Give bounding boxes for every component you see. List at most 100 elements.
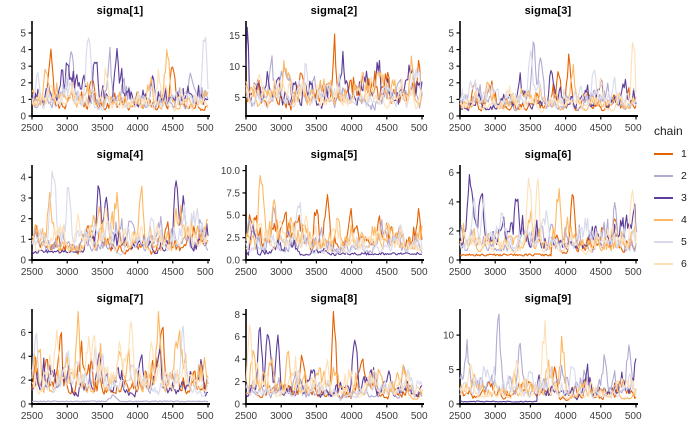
trace-line-chain-5 xyxy=(459,49,637,109)
y-tick-label: 2 xyxy=(21,78,26,89)
y-tick-label: 10 xyxy=(229,62,240,73)
y-tick-label: 5 xyxy=(235,93,241,104)
x-tick-label: 3500 xyxy=(91,267,114,278)
axes: 0 1 2 3 4 5 2500 3000 3500 4000 4500 5000 xyxy=(21,21,214,134)
y-tick-label: 3 xyxy=(21,193,27,204)
trace-line-chain-6 xyxy=(245,215,423,253)
trace-line-chain-6 xyxy=(31,207,209,253)
chain-legend: chain 1 2 3 4 5 6 xyxy=(642,0,700,418)
x-tick-label: 4000 xyxy=(126,267,149,278)
x-tick-label: 4000 xyxy=(554,123,577,134)
x-tick-label: 2500 xyxy=(235,411,258,422)
y-tick-label: 15 xyxy=(229,31,240,42)
x-tick-label: 3000 xyxy=(484,411,507,422)
chain-2-line-icon xyxy=(654,175,673,177)
y-tick-label: 6 xyxy=(449,168,455,179)
trace-line-chain-2 xyxy=(459,201,637,253)
legend-item-label: 4 xyxy=(681,214,687,226)
trace-plot: 0.0 2.5 5.0 7.5 10.0 2500 3000 3500 4000 4500 5000 xyxy=(221,165,428,278)
trace-line-chain-5 xyxy=(459,194,637,252)
y-tick-label: 10.0 xyxy=(221,166,241,177)
panel-title: sigma[1] xyxy=(96,5,144,17)
y-tick-label: 0 xyxy=(449,111,455,122)
x-tick-label: 3000 xyxy=(56,267,79,278)
y-tick-label: 0 xyxy=(235,399,241,410)
axes: 0 5 10 2500 3000 3500 4000 4500 5000 xyxy=(443,309,642,422)
x-tick-label: 2500 xyxy=(21,411,44,422)
legend-item-label: 2 xyxy=(681,170,687,182)
panel-sigma-6: sigma[6] 0 2 4 6 2500 3000 3500 4000 4500 5000 xyxy=(428,144,642,288)
trace-line-chain-6 xyxy=(459,320,637,400)
legend-item-label: 5 xyxy=(681,236,687,248)
x-tick-label: 3500 xyxy=(91,411,114,422)
trace-line-chain-5 xyxy=(31,36,209,111)
y-tick-label: 0 xyxy=(449,399,455,410)
chain-4-line-icon xyxy=(654,219,673,221)
panel-title: sigma[2] xyxy=(310,5,358,17)
panel-sigma-7: sigma[7] 0 2 4 6 2500 3000 3500 4000 4500 5000 xyxy=(0,288,214,432)
x-tick-label: 5000 xyxy=(197,411,214,422)
trace-plot: 0 2 4 6 2500 3000 3500 4000 4500 5000 xyxy=(449,165,642,278)
y-tick-label: 0 xyxy=(449,255,455,266)
x-tick-label: 3500 xyxy=(519,267,542,278)
trace-line-chain-6 xyxy=(459,177,637,256)
x-tick-label: 5000 xyxy=(625,267,642,278)
x-tick-label: 4000 xyxy=(126,123,149,134)
trace-plot: 0 1 2 3 4 2500 3000 3500 4000 4500 5000 xyxy=(21,165,214,278)
y-tick-label: 0 xyxy=(21,255,27,266)
x-tick-label: 2500 xyxy=(21,267,44,278)
trace-plot: 0 2 4 6 2500 3000 3500 4000 4500 5000 xyxy=(21,309,214,422)
x-tick-label: 3000 xyxy=(56,411,79,422)
legend-item-label: 3 xyxy=(681,192,687,204)
x-tick-label: 5000 xyxy=(411,411,428,422)
panel-sigma-1: sigma[1] 0 1 2 3 4 5 2500 3000 3500 4000 4500 5000 xyxy=(0,0,214,144)
axes: 0 1 2 3 4 5 2500 3000 3500 4000 4500 5000 xyxy=(449,21,642,134)
panel-title: sigma[7] xyxy=(96,293,144,305)
trace-line-chain-2 xyxy=(459,313,637,398)
y-tick-label: 5 xyxy=(21,28,27,39)
x-tick-label: 4000 xyxy=(340,267,363,278)
axes: 5 10 15 2500 3000 3500 4000 4500 5000 xyxy=(229,21,428,134)
y-tick-label: 4 xyxy=(21,173,27,184)
y-tick-label: 3 xyxy=(21,62,27,73)
trace-line-chain-6 xyxy=(245,71,423,110)
y-tick-label: 8 xyxy=(235,310,241,321)
trace-line-chain-3 xyxy=(31,47,209,108)
legend-item-label: 6 xyxy=(681,258,687,270)
x-tick-label: 4500 xyxy=(162,267,185,278)
axes: 0 1 2 3 4 2500 3000 3500 4000 4500 5000 xyxy=(21,165,214,278)
x-tick-label: 3500 xyxy=(305,123,328,134)
trace-line-chain-6 xyxy=(459,41,637,113)
trace-line-chain-1 xyxy=(459,193,637,257)
panel-title: sigma[5] xyxy=(310,149,358,161)
axes: 0 2 4 6 8 2500 3000 3500 4000 4500 5000 xyxy=(235,309,428,422)
trace-line-chain-4 xyxy=(246,349,423,400)
y-tick-label: 0.0 xyxy=(226,255,240,266)
trace-line-chain-3 xyxy=(459,69,637,112)
x-tick-label: 4500 xyxy=(590,411,613,422)
x-tick-label: 2500 xyxy=(449,411,472,422)
x-tick-label: 3000 xyxy=(56,123,79,134)
legend-item: 4 xyxy=(654,214,687,226)
x-tick-label: 4500 xyxy=(376,267,399,278)
x-tick-label: 2500 xyxy=(449,267,472,278)
y-tick-label: 2.5 xyxy=(226,233,240,244)
y-tick-label: 4 xyxy=(21,45,27,56)
x-tick-label: 5000 xyxy=(625,123,642,134)
axes: 0 2 4 6 2500 3000 3500 4000 4500 5000 xyxy=(21,309,214,422)
x-tick-label: 4000 xyxy=(340,411,363,422)
y-tick-label: 6 xyxy=(235,332,241,343)
chain-3-line-icon xyxy=(654,197,673,199)
chain-6-line-icon xyxy=(654,263,673,265)
trace-plot: 0 5 10 2500 3000 3500 4000 4500 5000 xyxy=(443,309,642,422)
x-tick-label: 2500 xyxy=(21,123,44,134)
trace-line-chain-4 xyxy=(245,55,423,107)
y-tick-label: 4 xyxy=(235,355,241,366)
legend-item: 1 xyxy=(654,148,687,160)
chain-5-line-icon xyxy=(654,241,673,243)
y-tick-label: 1 xyxy=(21,95,26,106)
y-tick-label: 10 xyxy=(443,331,454,342)
panel-title: sigma[9] xyxy=(524,293,572,305)
y-tick-label: 2 xyxy=(21,376,26,387)
